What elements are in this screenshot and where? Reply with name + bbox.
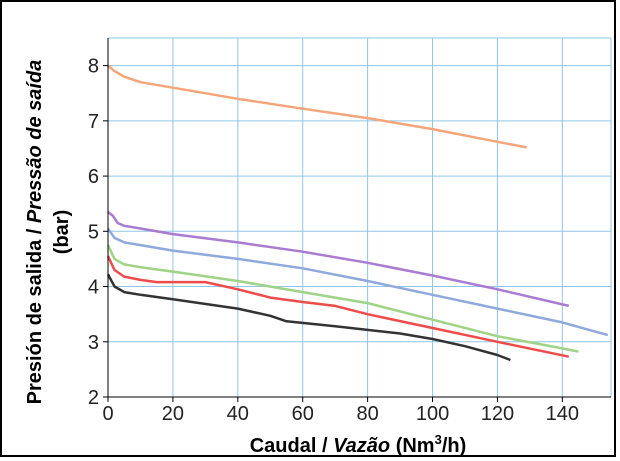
y-axis-ticks: 2 3 4 5 6 7 8	[88, 56, 108, 409]
x-tick-label: 0	[102, 403, 113, 425]
x-axis-ticks: 0 20 40 60 80 100 120 140	[102, 397, 579, 425]
y-axis-title-line2: (bar)	[51, 210, 73, 254]
y-tick-label: 4	[88, 277, 99, 299]
series-line-5	[106, 255, 570, 358]
y-tick-label: 6	[88, 166, 99, 188]
x-tick-label: 60	[292, 403, 314, 425]
y-tick-label: 3	[88, 332, 99, 354]
series-line-1	[107, 64, 527, 149]
x-tick-label: 140	[546, 403, 579, 425]
series-line-4	[106, 244, 579, 353]
y-tick-label: 7	[88, 111, 99, 133]
x-tick-label: 120	[481, 403, 514, 425]
x-tick-label: 20	[162, 403, 184, 425]
series-layer	[106, 64, 609, 362]
series-line-3	[106, 227, 609, 337]
y-tick-label: 2	[88, 387, 99, 409]
series-line-2	[107, 211, 570, 308]
x-tick-label: 80	[356, 403, 378, 425]
plot-background	[108, 38, 611, 397]
series-line-6	[106, 273, 511, 362]
y-axis-title-line1: Presión de salida / Pressão de saída	[24, 60, 46, 405]
x-axis-title: Caudal / Vazão (Nm3/h)	[250, 432, 467, 457]
x-tick-label: 40	[227, 403, 249, 425]
plot-area	[106, 37, 612, 398]
y-tick-label: 5	[88, 221, 99, 243]
y-tick-label: 8	[88, 56, 99, 78]
x-tick-label: 100	[416, 403, 449, 425]
